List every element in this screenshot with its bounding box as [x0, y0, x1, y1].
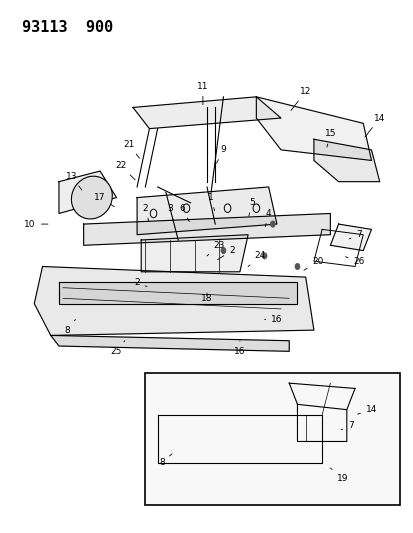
Text: 6: 6 — [179, 204, 189, 222]
Text: 18: 18 — [201, 293, 212, 303]
Text: 7: 7 — [340, 421, 353, 430]
Text: 17: 17 — [94, 193, 114, 207]
Text: 21: 21 — [123, 140, 139, 158]
Polygon shape — [34, 266, 313, 335]
Text: 8: 8 — [64, 319, 75, 335]
Polygon shape — [59, 282, 297, 304]
Text: 2: 2 — [217, 246, 234, 260]
Text: 7: 7 — [349, 230, 361, 239]
Text: 25: 25 — [111, 341, 124, 356]
Polygon shape — [313, 139, 379, 182]
Text: 13: 13 — [65, 172, 82, 190]
Text: 12: 12 — [290, 87, 311, 110]
Text: 15: 15 — [324, 130, 335, 147]
Text: 2: 2 — [142, 204, 148, 221]
Circle shape — [261, 253, 266, 259]
Text: 10: 10 — [24, 220, 48, 229]
Text: 26: 26 — [344, 257, 364, 265]
Text: 3: 3 — [167, 204, 173, 221]
Text: 11: 11 — [197, 82, 208, 104]
Polygon shape — [137, 187, 276, 235]
Text: 8: 8 — [159, 454, 171, 467]
Circle shape — [270, 221, 275, 227]
Text: 23: 23 — [206, 241, 225, 256]
Text: 4: 4 — [265, 209, 271, 227]
Ellipse shape — [71, 176, 112, 219]
Polygon shape — [133, 97, 280, 128]
Text: 16: 16 — [264, 315, 282, 324]
Bar — [145, 373, 399, 505]
Text: 22: 22 — [115, 161, 135, 180]
Text: 24: 24 — [247, 252, 266, 266]
Polygon shape — [141, 235, 247, 272]
Polygon shape — [59, 171, 116, 214]
Text: 16: 16 — [234, 341, 245, 356]
Text: 2: 2 — [134, 278, 147, 287]
Text: 14: 14 — [364, 114, 385, 137]
Text: 20: 20 — [303, 257, 323, 270]
Text: 19: 19 — [330, 468, 348, 483]
Text: 1: 1 — [208, 193, 214, 211]
Polygon shape — [256, 97, 370, 160]
Circle shape — [221, 247, 225, 254]
Polygon shape — [330, 224, 370, 251]
Text: 9: 9 — [216, 146, 226, 163]
Polygon shape — [51, 335, 289, 351]
Text: 14: 14 — [357, 405, 376, 414]
Text: 93113  900: 93113 900 — [22, 20, 113, 35]
Polygon shape — [83, 214, 330, 245]
Circle shape — [294, 263, 299, 270]
Text: 5: 5 — [248, 198, 254, 216]
